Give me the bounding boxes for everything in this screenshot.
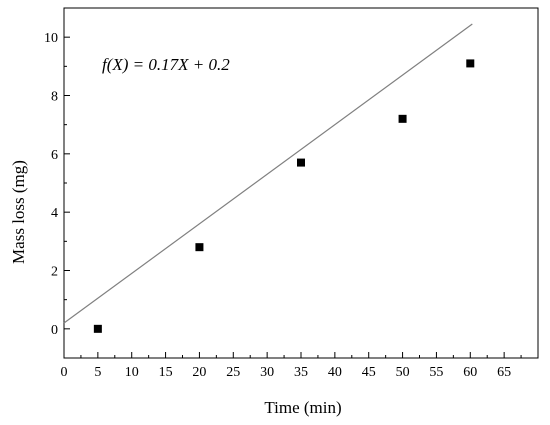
y-tick-label: 6 xyxy=(51,148,58,163)
x-tick-label: 30 xyxy=(260,365,274,380)
y-axis-label: Mass loss (mg) xyxy=(9,160,28,264)
x-tick-label: 35 xyxy=(294,365,308,380)
data-point xyxy=(398,114,407,123)
y-tick-label: 8 xyxy=(51,90,58,105)
x-tick-label: 60 xyxy=(463,365,477,380)
x-tick-label: 65 xyxy=(497,365,511,380)
ticks: 0 5 10 15 20 25 30 35 40 45 50 55 60 65 0 2 4 6 8 10 xyxy=(44,7,522,380)
x-axis-label: Time (min) xyxy=(264,398,341,417)
x-tick-label: 15 xyxy=(159,365,173,380)
y-tick-label: 0 xyxy=(51,323,58,338)
fit-line xyxy=(63,23,473,324)
x-tick-label: 40 xyxy=(328,365,342,380)
data-point xyxy=(195,243,204,252)
x-tick-label: 5 xyxy=(94,365,101,380)
fit-line-layer xyxy=(63,23,473,324)
x-tick-label: 55 xyxy=(429,365,443,380)
x-tick-label: 10 xyxy=(125,365,139,380)
data-point xyxy=(93,324,102,333)
y-tick-label: 4 xyxy=(51,206,58,221)
x-tick-label: 25 xyxy=(226,365,240,380)
data-point xyxy=(466,59,475,68)
y-tick-label: 2 xyxy=(51,265,58,280)
data-points xyxy=(93,59,475,333)
fit-equation: f(X) = 0.17X + 0.2 xyxy=(102,55,230,74)
x-tick-label: 20 xyxy=(192,365,206,380)
x-tick-label: 0 xyxy=(61,365,68,380)
x-tick-label: 45 xyxy=(362,365,376,380)
y-tick-label: 10 xyxy=(44,31,58,46)
x-tick-label: 50 xyxy=(396,365,410,380)
data-point xyxy=(297,158,305,167)
